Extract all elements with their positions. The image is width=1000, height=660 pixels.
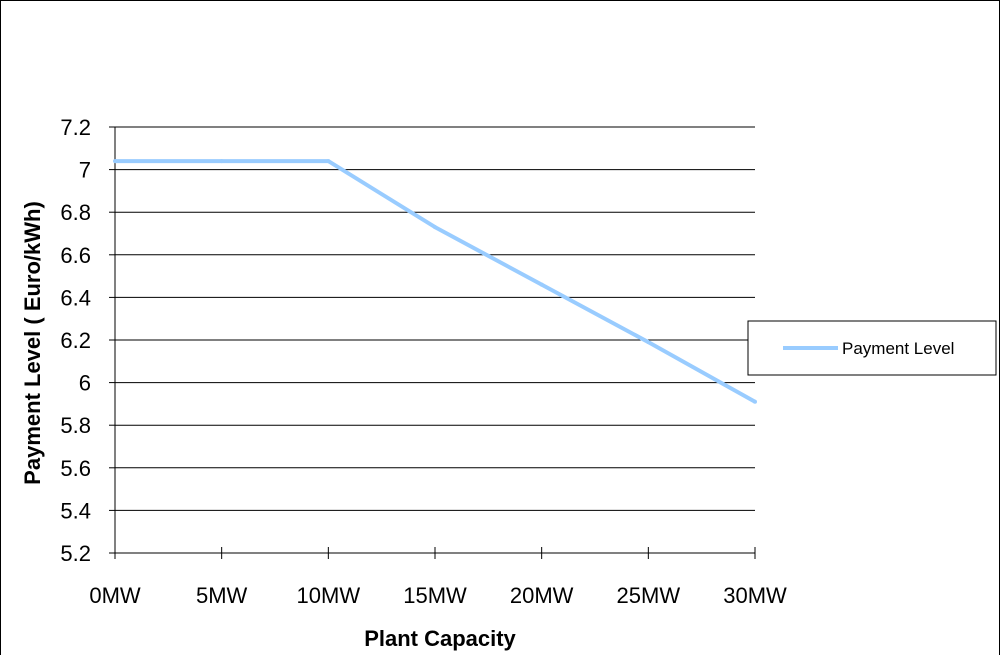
data-point xyxy=(219,159,224,164)
axes xyxy=(109,126,756,559)
series-lines xyxy=(113,159,757,404)
legend: Payment Level xyxy=(747,320,997,376)
y-axis-title: Payment Level ( Euro/kWh) xyxy=(20,201,45,485)
y-tick-label: 6.4 xyxy=(60,285,91,310)
y-tick-label: 5.2 xyxy=(60,541,91,566)
data-point xyxy=(113,159,117,164)
y-tick-label: 5.6 xyxy=(60,456,91,481)
y-tick-label: 6.6 xyxy=(60,243,91,268)
y-tick-label: 5.8 xyxy=(60,413,91,438)
x-tick-label: 20MW xyxy=(510,583,574,608)
x-tick-labels: 0MW 5MW 10MW 15MW 20MW 25MW 30MW xyxy=(89,583,787,608)
x-tick-label: 0MW xyxy=(89,583,141,608)
y-tick-label: 7 xyxy=(79,158,91,183)
x-tick-label: 25MW xyxy=(617,583,681,608)
y-tick-labels: 5.2 5.4 5.6 5.8 6 6.2 6.4 6.6 6.8 7 7.2 xyxy=(60,115,91,566)
y-tick-label: 6.2 xyxy=(60,328,91,353)
y-tick-label: 6.8 xyxy=(60,200,91,225)
x-tick-label: 5MW xyxy=(196,583,248,608)
data-point xyxy=(539,282,544,287)
data-point xyxy=(646,340,651,345)
x-tick-label: 15MW xyxy=(403,583,467,608)
legend-label-payment-level: Payment Level xyxy=(842,339,954,358)
data-point xyxy=(326,159,331,164)
y-tick-label: 7.2 xyxy=(60,115,91,140)
x-tick-label: 30MW xyxy=(723,583,787,608)
data-point xyxy=(433,225,437,230)
data-point xyxy=(753,399,757,404)
y-tick-label: 6 xyxy=(79,371,91,396)
x-tick-label: 10MW xyxy=(297,583,361,608)
x-axis-title: Plant Capacity xyxy=(364,626,516,651)
gridlines xyxy=(115,126,755,511)
y-tick-label: 5.4 xyxy=(60,498,91,523)
